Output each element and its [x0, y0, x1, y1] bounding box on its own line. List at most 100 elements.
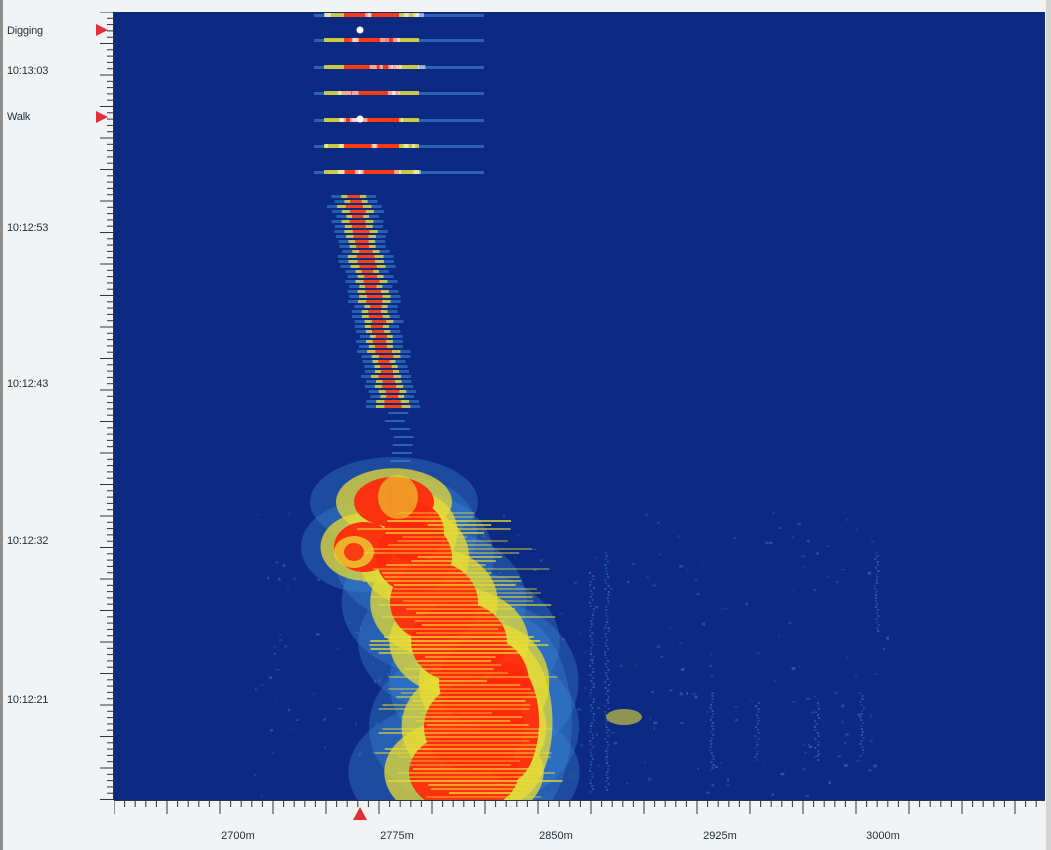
noise-column — [814, 726, 816, 728]
noise-column — [607, 702, 610, 704]
event-streak — [430, 672, 509, 674]
event-streak — [412, 768, 542, 770]
noise-speckle — [843, 512, 845, 515]
trail-stripe — [372, 340, 387, 343]
noise-column — [589, 791, 592, 793]
noise-column — [592, 578, 595, 580]
noise-speckle — [679, 642, 682, 644]
event-stripe-highlight — [397, 38, 400, 42]
time-scale — [100, 12, 114, 800]
noise-column — [591, 737, 594, 739]
event-stripe-highlight — [352, 91, 359, 95]
noise-column — [589, 782, 592, 784]
noise-column — [589, 749, 592, 751]
noise-column — [874, 588, 877, 590]
noise-column — [709, 707, 712, 709]
noise-column — [606, 720, 609, 722]
noise-speckle — [295, 719, 299, 721]
noise-speckle — [805, 794, 810, 798]
position-marker-icon[interactable] — [353, 807, 367, 820]
noise-column — [606, 741, 609, 743]
event-stripe-highlight — [413, 13, 419, 17]
noise-column — [592, 644, 595, 646]
noise-column — [605, 555, 608, 557]
noise-column — [861, 695, 864, 697]
noise-speckle — [807, 540, 810, 542]
noise-column — [589, 626, 592, 628]
noise-speckle — [874, 673, 877, 675]
noise-speckle — [311, 528, 314, 530]
noise-column — [814, 729, 817, 731]
noise-speckle — [578, 727, 581, 731]
event-streak — [449, 792, 519, 794]
noise-speckle — [483, 534, 485, 538]
noise-column — [755, 726, 758, 728]
noise-column — [606, 762, 608, 764]
noise-speckle — [845, 518, 849, 521]
noise-column — [712, 728, 715, 730]
noise-column — [711, 722, 714, 724]
noise-column — [592, 614, 594, 616]
event-streak — [421, 624, 502, 626]
noise-column — [605, 609, 608, 611]
event-stripe-highlight — [357, 170, 362, 174]
noise-speckle — [273, 645, 276, 648]
event-halo — [606, 709, 642, 725]
noise-speckle — [696, 593, 700, 595]
noise-speckle — [745, 783, 747, 786]
noise-speckle — [857, 713, 861, 717]
noise-column — [589, 695, 592, 697]
trail-stripe — [390, 428, 411, 430]
noise-column — [604, 642, 607, 644]
noise-column — [876, 627, 879, 629]
event-streak — [424, 680, 487, 682]
event-stripe-highlight — [338, 91, 342, 95]
noise-speckle — [846, 657, 848, 659]
event-marker-digging-icon[interactable] — [96, 24, 108, 36]
noise-column — [589, 743, 592, 745]
noise-column — [605, 759, 608, 761]
noise-column — [876, 561, 879, 563]
noise-column — [589, 650, 592, 652]
noise-speckle — [317, 579, 320, 581]
event-halo — [378, 475, 418, 519]
noise-speckle — [867, 571, 872, 575]
noise-column — [859, 701, 862, 703]
noise-column — [607, 660, 610, 662]
trail-stripe — [393, 436, 414, 438]
trail-stripe — [355, 240, 369, 243]
noise-speckle — [799, 665, 801, 667]
noise-column — [757, 750, 760, 752]
event-streak — [356, 552, 520, 554]
noise-speckle — [681, 791, 684, 793]
trail-stripe — [359, 265, 377, 268]
noise-column — [874, 585, 876, 587]
event-stripe-highlight — [354, 170, 361, 174]
noise-speckle — [841, 720, 844, 724]
event-streak — [414, 620, 506, 622]
noise-column — [590, 689, 593, 691]
noise-column — [592, 686, 595, 688]
noise-speckle — [801, 555, 806, 558]
event-marker-walk-icon[interactable] — [96, 111, 108, 123]
noise-column — [860, 719, 863, 721]
noise-speckle — [286, 588, 290, 591]
event-core — [344, 543, 364, 561]
noise-speckle — [289, 726, 292, 730]
noise-column — [605, 693, 608, 695]
noise-column — [604, 624, 607, 626]
noise-speckle — [779, 526, 782, 529]
event-stripe-highlight — [380, 38, 386, 42]
waterfall-plot[interactable] — [114, 12, 1045, 800]
noise-speckle — [393, 691, 397, 694]
trail-stripe — [381, 385, 397, 388]
event-streak — [384, 576, 520, 578]
trail-stripe — [368, 310, 381, 313]
event-stripe-highlight — [403, 144, 409, 148]
noise-speckle — [559, 612, 563, 615]
noise-column — [709, 770, 712, 772]
noise-column — [605, 756, 608, 758]
noise-speckle — [652, 584, 656, 587]
event-stripe-highlight — [403, 13, 409, 17]
noise-speckle — [267, 576, 270, 580]
